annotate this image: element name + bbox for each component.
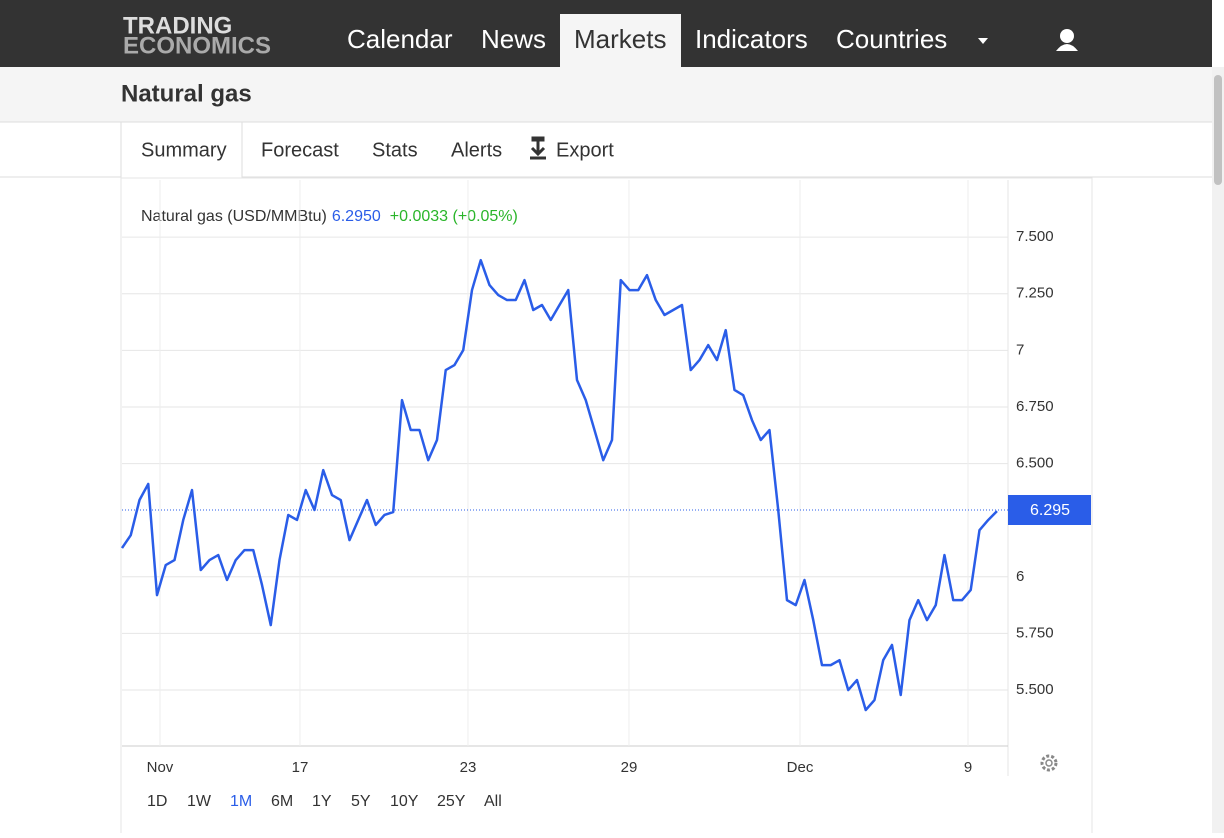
- user-icon[interactable]: [1056, 29, 1078, 51]
- nav-item[interactable]: Indicators: [695, 24, 808, 54]
- range-button[interactable]: 25Y: [437, 793, 466, 810]
- tab[interactable]: Forecast: [261, 139, 339, 161]
- quote-change: +0.0033 (+0.05%): [390, 208, 518, 225]
- nav-item[interactable]: Countries: [836, 24, 947, 54]
- x-tick-label: Nov: [147, 759, 174, 776]
- x-tick-label: Dec: [787, 759, 814, 776]
- y-tick-label: 5.750: [1016, 624, 1054, 641]
- y-tick-label: 6.500: [1016, 455, 1054, 472]
- y-tick-label: 7: [1016, 341, 1024, 358]
- x-tick-label: 17: [292, 759, 309, 776]
- price-line: [120, 258, 998, 712]
- range-button[interactable]: 5Y: [351, 793, 371, 810]
- page-title: Natural gas: [121, 80, 252, 107]
- series-name: Natural gas (USD/MMBtu): [141, 208, 327, 225]
- y-tick-label: 6.750: [1016, 398, 1054, 415]
- y-tick-label: 7.500: [1016, 228, 1054, 245]
- active-tab: [120, 121, 243, 179]
- y-tick-label: 7.250: [1016, 285, 1054, 302]
- nav-item[interactable]: News: [481, 24, 546, 54]
- logo[interactable]: ECONOMICS: [123, 32, 271, 59]
- chart-legend: Natural gas (USD/MMBtu) 6.2950 +0.0033 (+0…: [141, 208, 518, 225]
- scrollbar[interactable]: [1212, 67, 1224, 833]
- nav-item[interactable]: Calendar: [347, 24, 453, 54]
- x-tick-label: 9: [964, 759, 972, 776]
- range-button[interactable]: 1M: [230, 793, 252, 810]
- tab[interactable]: Alerts: [451, 139, 502, 161]
- scrollbar-thumb[interactable]: [1214, 75, 1222, 185]
- range-button[interactable]: 10Y: [390, 793, 419, 810]
- dropdown-arrow[interactable]: [978, 38, 988, 44]
- logo[interactable]: TRADING: [123, 12, 232, 39]
- nav-item[interactable]: Markets: [574, 24, 666, 54]
- tab[interactable]: Stats: [372, 139, 418, 161]
- y-tick-label: 5.500: [1016, 681, 1054, 698]
- quote-price: 6.2950: [332, 208, 381, 225]
- y-tick-label: 6: [1016, 568, 1024, 585]
- x-tick-label: 29: [621, 759, 638, 776]
- settings-icon[interactable]: [1040, 754, 1058, 772]
- nav-active-bg: [560, 14, 681, 67]
- chart-frame: [120, 177, 1093, 838]
- export-icon[interactable]: [530, 136, 546, 160]
- last-price-label: 6.295: [1030, 502, 1070, 519]
- range-button[interactable]: All: [484, 793, 502, 810]
- tab[interactable]: Export: [556, 139, 614, 161]
- tab[interactable]: Summary: [141, 139, 227, 161]
- title-bar: [0, 67, 1212, 122]
- range-button[interactable]: 6M: [271, 793, 293, 810]
- range-button[interactable]: 1W: [187, 793, 212, 810]
- range-button[interactable]: 1D: [147, 793, 167, 810]
- range-button[interactable]: 1Y: [312, 793, 332, 810]
- x-tick-label: 23: [460, 759, 477, 776]
- last-price-box: [1008, 494, 1091, 525]
